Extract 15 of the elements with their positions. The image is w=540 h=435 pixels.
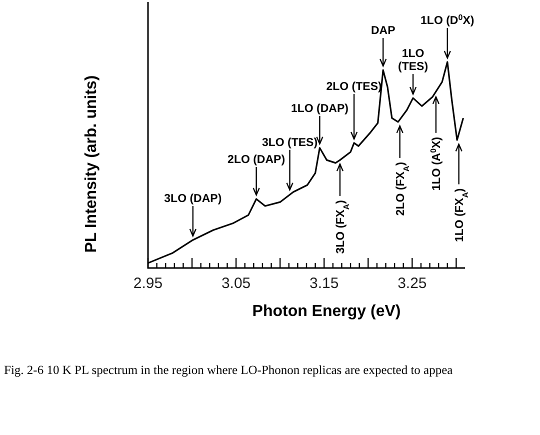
x-tick-label: 3.25 bbox=[398, 275, 427, 292]
annotation: 2LO (TES) bbox=[326, 80, 382, 93]
annotation: 2LO (DAP) bbox=[228, 154, 286, 166]
annotation: 3LO (TES) bbox=[262, 136, 318, 149]
x-tick-label: 3.15 bbox=[310, 275, 339, 292]
annotation: 3LO (DAP) bbox=[164, 192, 222, 205]
annotation: 1LO (TES) bbox=[398, 48, 428, 74]
annotation: 1LO (DAP) bbox=[290, 102, 349, 115]
x-axis-title: Photon Energy (eV) bbox=[252, 303, 401, 320]
y-axis-title: PL Intensity (arb. units) bbox=[83, 75, 100, 253]
x-tick-label: 2.95 bbox=[133, 275, 163, 292]
x-tick-label: 3.05 bbox=[221, 275, 251, 292]
annotation: 1LO (D$^{0}$X) bbox=[420, 12, 474, 27]
caption: Fig. 2-6 10 K PL spectrum in the region where LO-Phonon replicas are expected to appea bbox=[4, 363, 454, 377]
annotation: DAP bbox=[370, 25, 396, 38]
